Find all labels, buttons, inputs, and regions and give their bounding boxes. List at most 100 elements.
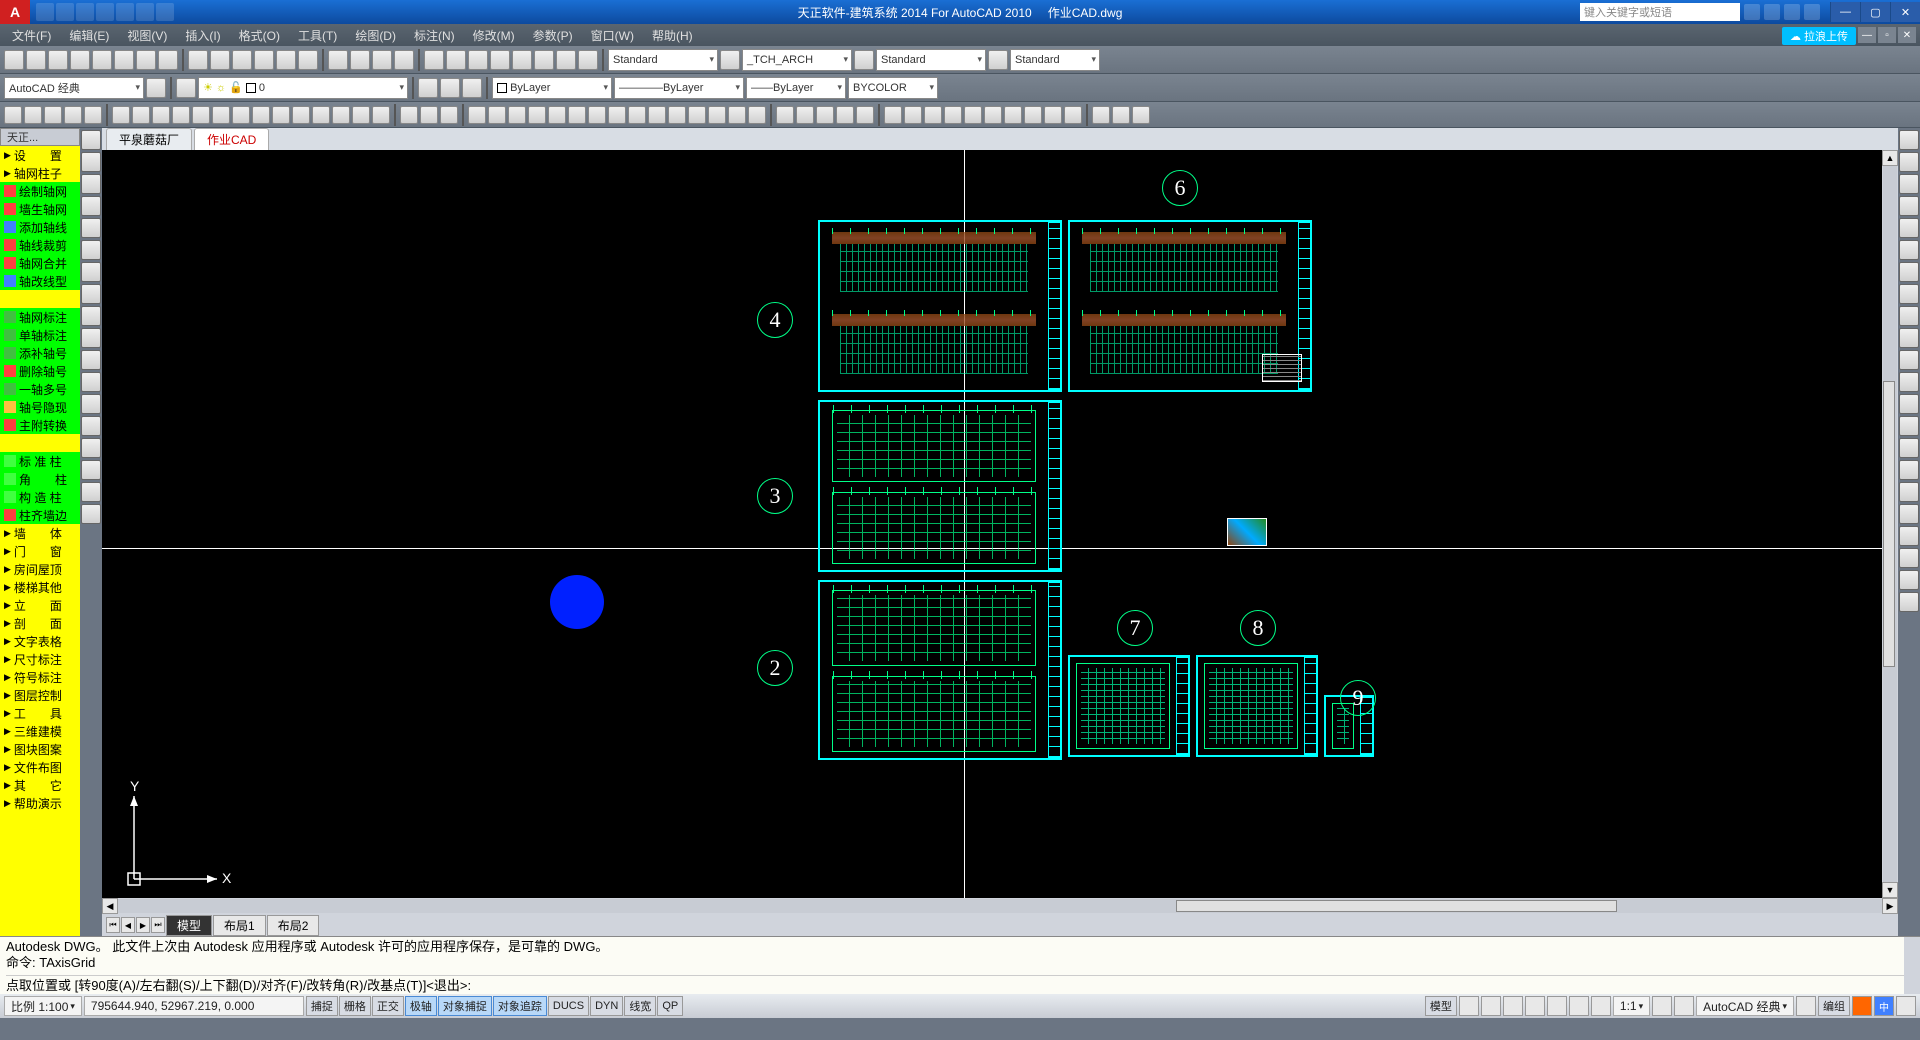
group-toggle[interactable]: 编组 (1818, 996, 1850, 1016)
sb-clean-icon[interactable] (1896, 996, 1916, 1016)
layer-match-icon[interactable] (440, 78, 460, 98)
tool3-icon-26[interactable] (548, 106, 566, 124)
toggle-捕捉[interactable]: 捕捉 (306, 996, 338, 1016)
draw-tool-3[interactable] (81, 196, 101, 216)
sb-anno-icon[interactable] (1652, 996, 1672, 1016)
palette-item-35[interactable]: ▶其 它 (0, 776, 80, 794)
edit-icon-0[interactable] (188, 50, 208, 70)
toggle-栅格[interactable]: 栅格 (339, 996, 371, 1016)
ml-style-icon[interactable] (988, 50, 1008, 70)
command-line[interactable]: Autodesk DWG。 此文件上次由 Autodesk 应用程序或 Auto… (0, 936, 1920, 994)
tool3-icon-7[interactable] (152, 106, 170, 124)
palette-item-32[interactable]: ▶三维建模 (0, 722, 80, 740)
menu-2[interactable]: 视图(V) (119, 25, 175, 46)
tool3-icon-41[interactable] (856, 106, 874, 124)
toggle-极轴[interactable]: 极轴 (405, 996, 437, 1016)
palette-item-15[interactable]: 主附转换 (0, 416, 80, 434)
std-icon-5[interactable] (114, 50, 134, 70)
mdi-close-button[interactable]: ✕ (1898, 27, 1916, 43)
tool3-icon-36[interactable] (748, 106, 766, 124)
tool3-icon-11[interactable] (232, 106, 250, 124)
palette-item-28[interactable]: ▶尺寸标注 (0, 650, 80, 668)
menu-5[interactable]: 工具(T) (290, 25, 345, 46)
palette-item-0[interactable]: ▶设 置 (0, 146, 80, 164)
palette-item-3[interactable]: 墙生轴网 (0, 200, 80, 218)
tool3-icon-39[interactable] (816, 106, 834, 124)
palette-item-16[interactable] (0, 434, 80, 452)
scale-field[interactable]: 比例 1:100 ▾ (4, 996, 82, 1016)
palette-item-19[interactable]: 构 造 柱 (0, 488, 80, 506)
palette-item-26[interactable]: ▶剖 面 (0, 614, 80, 632)
layout-nav-first[interactable]: ⏮ (106, 917, 120, 933)
menu-1[interactable]: 编辑(E) (61, 25, 117, 46)
tool3-icon-14[interactable] (292, 106, 310, 124)
menu-4[interactable]: 格式(O) (231, 25, 288, 46)
palette-item-20[interactable]: 柱齐墙边 (0, 506, 80, 524)
toggle-DUCS[interactable]: DUCS (548, 996, 589, 1016)
sb-zoom-icon[interactable] (1547, 996, 1567, 1016)
modify-tool-16[interactable] (1899, 482, 1919, 502)
qat-more-icon[interactable] (156, 3, 174, 21)
palette-item-14[interactable]: 轴号隐现 (0, 398, 80, 416)
tool3-icon-3[interactable] (64, 106, 82, 124)
tool3-icon-40[interactable] (836, 106, 854, 124)
tool3-icon-52[interactable] (1092, 106, 1110, 124)
tangent-tab[interactable]: 天正... (0, 128, 80, 146)
draw-tool-7[interactable] (81, 284, 101, 304)
palette-item-13[interactable]: 一轴多号 (0, 380, 80, 398)
plotstyle-dropdown[interactable]: BYCOLOR (848, 77, 938, 99)
mdi-restore-button[interactable]: ▫ (1878, 27, 1896, 43)
tool3-icon-33[interactable] (688, 106, 706, 124)
modify-tool-21[interactable] (1899, 592, 1919, 612)
tool3-icon-31[interactable] (648, 106, 666, 124)
text-style-dropdown[interactable]: Standard (608, 49, 718, 71)
modify-tool-3[interactable] (1899, 196, 1919, 216)
draw-tool-12[interactable] (81, 394, 101, 414)
tool3-icon-46[interactable] (964, 106, 982, 124)
tool3-icon-44[interactable] (924, 106, 942, 124)
doc-tab-1[interactable]: 平泉蘑菇厂 (106, 128, 192, 150)
tool3-icon-12[interactable] (252, 106, 270, 124)
menu-8[interactable]: 修改(M) (465, 25, 523, 46)
palette-item-30[interactable]: ▶图层控制 (0, 686, 80, 704)
tool3-icon-37[interactable] (776, 106, 794, 124)
edit-icon-5[interactable] (298, 50, 318, 70)
tool3-icon-25[interactable] (528, 106, 546, 124)
palette-item-17[interactable]: 标 准 柱 (0, 452, 80, 470)
toggle-对象捕捉[interactable]: 对象捕捉 (438, 996, 492, 1016)
scroll-up-button[interactable]: ▲ (1882, 150, 1898, 166)
qat-print-icon[interactable] (136, 3, 154, 21)
tool3-icon-48[interactable] (1004, 106, 1022, 124)
draw-tool-2[interactable] (81, 174, 101, 194)
tool3-icon-50[interactable] (1044, 106, 1062, 124)
modify-tool-7[interactable] (1899, 284, 1919, 304)
scroll-down-button[interactable]: ▼ (1882, 882, 1898, 898)
menu-6[interactable]: 绘图(D) (347, 25, 404, 46)
modify-tool-6[interactable] (1899, 262, 1919, 282)
tool3-icon-2[interactable] (44, 106, 62, 124)
draw-tool-14[interactable] (81, 438, 101, 458)
tool3-icon-27[interactable] (568, 106, 586, 124)
modify-tool-0[interactable] (1899, 130, 1919, 150)
palette-item-24[interactable]: ▶楼梯其他 (0, 578, 80, 596)
palette-item-21[interactable]: ▶墙 体 (0, 524, 80, 542)
modify-tool-19[interactable] (1899, 548, 1919, 568)
tool3-icon-8[interactable] (172, 106, 190, 124)
palette-item-25[interactable]: ▶立 面 (0, 596, 80, 614)
tool3-icon-19[interactable] (400, 106, 418, 124)
toggle-QP[interactable]: QP (657, 996, 683, 1016)
layout-nav-next[interactable]: ▶ (136, 917, 150, 933)
sb-qv-icon[interactable] (1481, 996, 1501, 1016)
tool3-icon-1[interactable] (24, 106, 42, 124)
workspace-settings-icon[interactable] (146, 78, 166, 98)
nav-icon-3[interactable] (394, 50, 414, 70)
modify-tool-18[interactable] (1899, 526, 1919, 546)
modify-tool-8[interactable] (1899, 306, 1919, 326)
draw-tool-13[interactable] (81, 416, 101, 436)
tool3-icon-24[interactable] (508, 106, 526, 124)
tool3-icon-4[interactable] (84, 106, 102, 124)
modify-tool-17[interactable] (1899, 504, 1919, 524)
modify-tool-5[interactable] (1899, 240, 1919, 260)
tool3-icon-35[interactable] (728, 106, 746, 124)
menu-11[interactable]: 帮助(H) (644, 25, 701, 46)
